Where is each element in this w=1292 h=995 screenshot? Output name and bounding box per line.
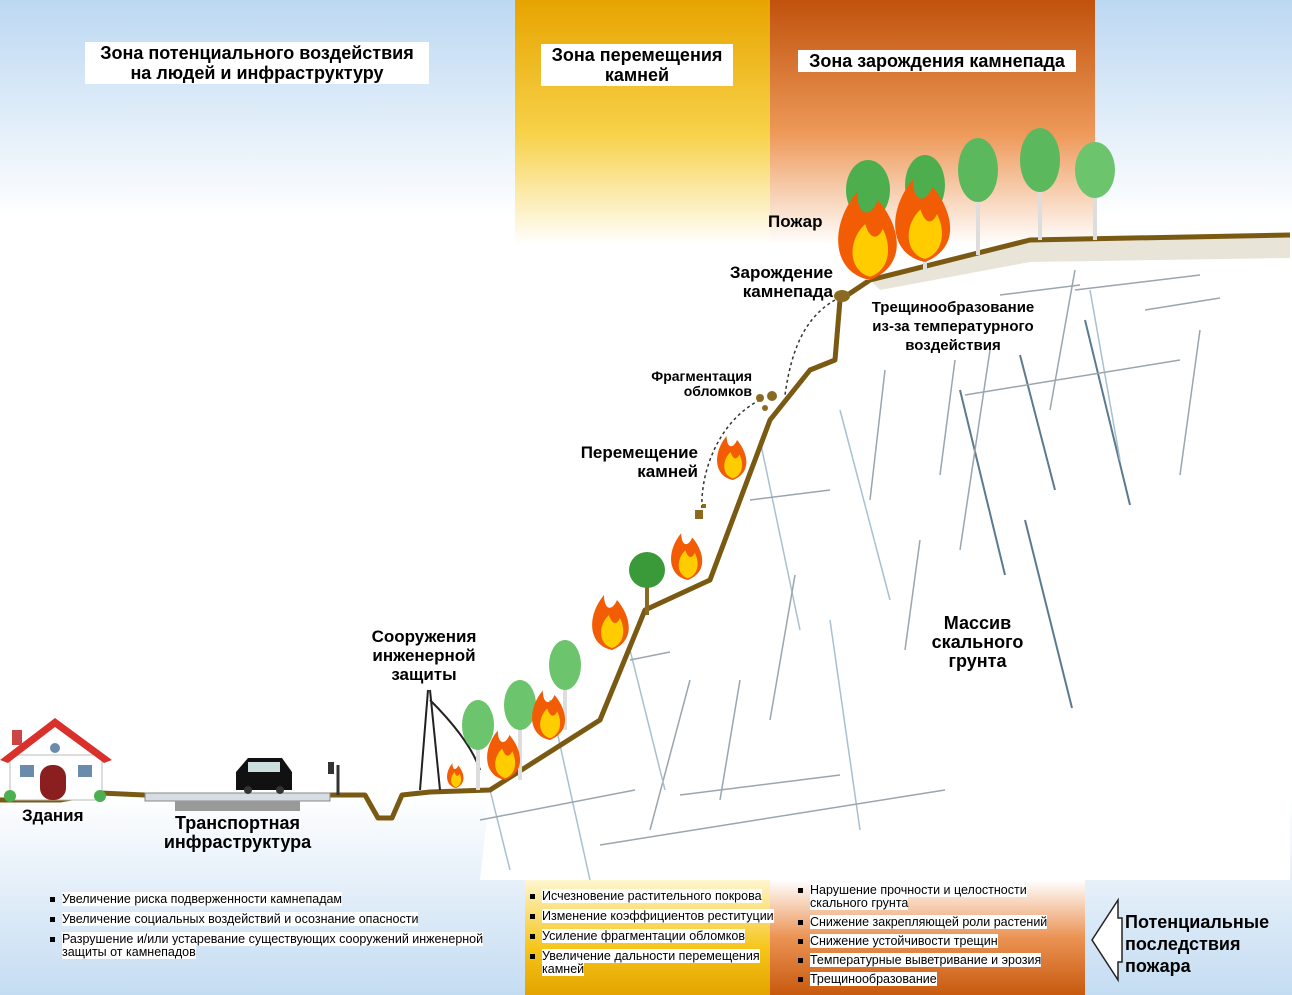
road	[144, 792, 331, 802]
list-item-text: Увеличение дальности перемещения камней	[542, 949, 760, 976]
tree-icon	[958, 138, 998, 255]
list-item: Усиление фрагментации обломков	[530, 929, 775, 943]
list-item: Увеличение дальности перемещения камней	[530, 949, 775, 976]
list-item-text: Снижение закрепляющей роли растений	[810, 915, 1048, 929]
list-item-text: Температурные выветривание и эрозия	[810, 953, 1042, 967]
label-protection: Сооружения инженерной защиты	[371, 627, 477, 684]
label-fire: Пожар	[768, 212, 823, 231]
tree-icon	[462, 700, 494, 790]
flame-icon	[717, 436, 747, 480]
label-movement: Перемещение камней	[580, 443, 698, 481]
sign-icon	[328, 762, 340, 795]
label-rock-mass: Массив скального грунта	[931, 613, 1024, 671]
arrow-left-icon	[1091, 897, 1123, 983]
label-fragmentation: Фрагментация обломков	[651, 368, 752, 399]
list-item: Температурные выветривание и эрозия	[798, 953, 1063, 967]
list-item: Нарушение прочности и целостности скальн…	[798, 883, 1063, 910]
list-item-text: Разрушение и/или устаревание существующи…	[62, 932, 484, 959]
list-item-text: Снижение устойчивости трещин	[810, 934, 998, 948]
flame-icon	[487, 730, 521, 780]
zone-title-transit: Зона перемещения камней	[541, 44, 733, 86]
tree-icon	[629, 552, 665, 615]
list-item: Увеличение риска подверженности камнепад…	[50, 892, 510, 906]
road-base	[175, 801, 300, 811]
flame-icon	[592, 595, 629, 650]
tree-icon	[504, 680, 536, 780]
flame-icon	[838, 192, 897, 280]
tree-icon	[1020, 128, 1060, 240]
origin-consequences-list: Нарушение прочности и целостности скальн…	[798, 883, 1063, 992]
zone-title-impact: Зона потенциального воздействия на людей…	[85, 42, 429, 84]
house-icon	[0, 718, 112, 802]
list-item-text: Увеличение социальных воздействий и осоз…	[62, 912, 419, 926]
car-icon	[236, 758, 292, 794]
rockfall-trajectory	[701, 299, 836, 511]
label-cracking: Трещинообразование из-за температурного …	[871, 299, 1035, 354]
label-consequences: Потенциальные последствия пожара	[1125, 912, 1270, 976]
list-item-text: Усиление фрагментации обломков	[542, 929, 745, 943]
list-item: Увеличение социальных воздействий и осоз…	[50, 912, 510, 926]
impact-consequences-list: Увеличение риска подверженности камнепад…	[50, 892, 510, 966]
list-item: Снижение устойчивости трещин	[798, 934, 1063, 948]
list-item-text: Изменение коэффициентов реституции	[542, 909, 774, 923]
flame-icon	[447, 763, 464, 788]
list-item-text: Исчезновение растительного покрова	[542, 889, 762, 903]
flame-icon	[895, 179, 951, 262]
flames	[447, 179, 951, 788]
list-item: Снижение закрепляющей роли растений	[798, 915, 1063, 929]
rock-mass	[480, 235, 1290, 880]
topsoil	[870, 235, 1290, 290]
list-item: Разрушение и/или устаревание существующи…	[50, 932, 510, 959]
zone-title-origin: Зона зарождения камнепада	[798, 50, 1076, 72]
transit-zone-background	[515, 0, 770, 245]
list-item: Изменение коэффициентов реституции	[530, 909, 775, 923]
list-item: Трещинообразование	[798, 972, 1063, 986]
transit-consequences-list: Исчезновение растительного покрова Измен…	[530, 889, 775, 983]
crack-lines	[479, 269, 1221, 881]
list-item-text: Трещинообразование	[810, 972, 937, 986]
list-item-text: Увеличение риска подверженности камнепад…	[62, 892, 343, 906]
rock-fragments	[695, 290, 850, 519]
label-buildings: Здания	[22, 806, 84, 825]
list-item-text: Нарушение прочности и целостности скальн…	[810, 883, 1027, 910]
tree-icon	[549, 640, 581, 730]
list-item: Исчезновение растительного покрова	[530, 889, 775, 903]
tree-icon	[1075, 142, 1115, 240]
flame-icon	[671, 533, 703, 580]
label-rockfall-origin: Зарождение камнепада	[729, 263, 833, 301]
label-transport: Транспортная инфраструктура	[163, 813, 312, 852]
flame-icon	[532, 690, 566, 740]
